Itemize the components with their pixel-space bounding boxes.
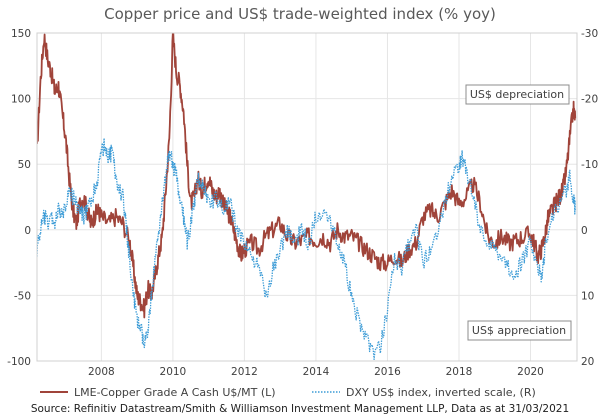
x-tick-label: 2020 [517, 366, 544, 378]
series-line-dxy [37, 137, 576, 361]
annotation-appreciation: US$ appreciation [467, 320, 572, 341]
grid [37, 32, 577, 362]
annotation-depreciation-box [465, 84, 570, 105]
y-right-tick-label: 20 [581, 356, 594, 368]
annotation-depreciation-text: US$ depreciation [470, 88, 564, 101]
y-right-tick-label: 0 [581, 225, 588, 237]
legend-label-copper: LME-Copper Grade A Cash U$/MT (L) [74, 386, 276, 399]
x-tick-label: 2010 [160, 366, 187, 378]
x-tick-label: 2012 [231, 366, 258, 378]
y-right-tick-label: -30 [581, 28, 598, 40]
annotation-appreciation-text: US$ appreciation [472, 324, 566, 337]
y-right-tick-label: 10 [581, 290, 594, 302]
y-right-tick-label: -20 [581, 94, 598, 106]
legend-label-dxy: DXY US$ index, inverted scale, (R) [346, 386, 536, 399]
y-left-tick-label: 50 [18, 159, 31, 171]
x-tick-label: 2008 [88, 366, 115, 378]
plot-frame [36, 32, 578, 362]
y-right-tick-label: -10 [581, 159, 598, 171]
x-tick-label: 2018 [446, 366, 473, 378]
y-left-tick-label: 0 [24, 225, 31, 237]
y-left-tick-label: 150 [11, 28, 31, 40]
source-note: Source: Refinitiv Datastream/Smith & Wil… [31, 403, 569, 415]
annotation-depreciation: US$ depreciation [465, 84, 570, 105]
x-tick-label: 2014 [303, 366, 330, 378]
x-tick-label: 2016 [374, 366, 401, 378]
series-line-copper [37, 33, 577, 319]
y-left-tick-label: 100 [11, 94, 31, 106]
y-left-tick-label: -50 [14, 290, 31, 302]
legend: LME-Copper Grade A Cash U$/MT (L) DXY US… [40, 386, 536, 399]
y-left-tick-label: -100 [7, 356, 31, 368]
chart-title: Copper price and US$ trade-weighted inde… [104, 5, 496, 23]
annotation-appreciation-box [467, 320, 572, 341]
series-layer [37, 33, 577, 361]
